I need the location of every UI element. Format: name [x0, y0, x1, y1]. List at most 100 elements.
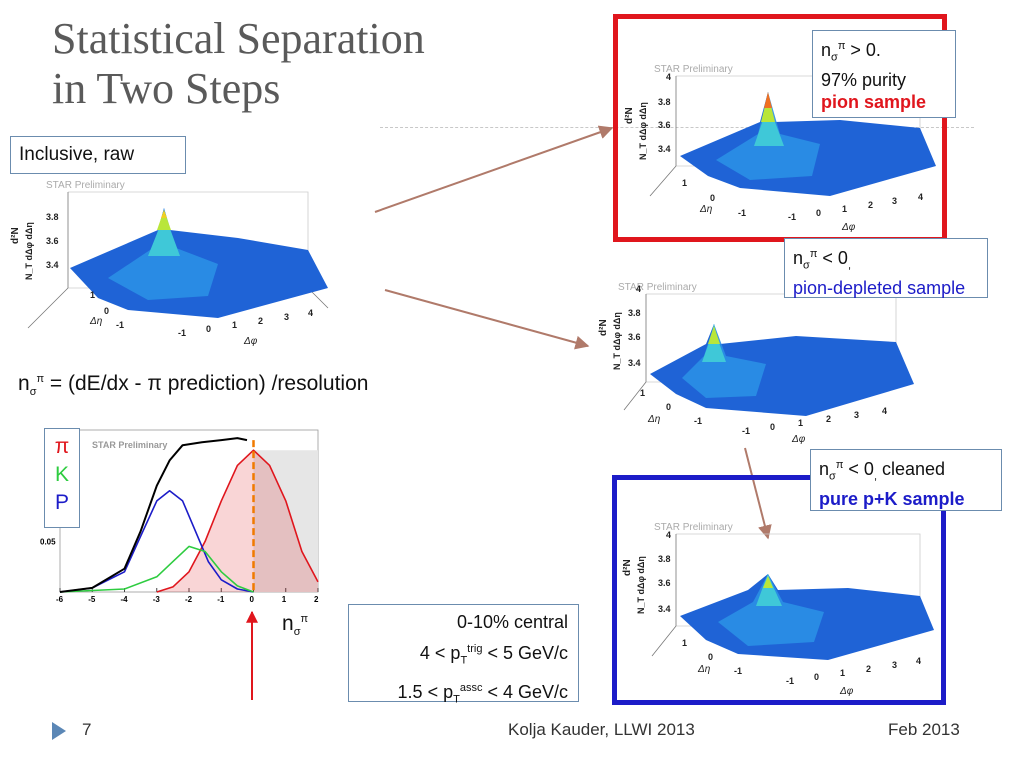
- ztick: 3.4: [658, 144, 671, 154]
- dphi-tick: 2: [826, 414, 831, 424]
- legend-proton: P: [54, 491, 69, 514]
- ztick: 4: [636, 284, 641, 294]
- deta-tick: 1: [90, 290, 95, 300]
- pion-sample-title: pion sample: [821, 91, 927, 112]
- footer-date: Feb 2013: [888, 720, 960, 739]
- deta-tick: 1: [640, 388, 645, 398]
- deta-tick: 0: [708, 652, 713, 662]
- dphi-tick: 2: [258, 316, 263, 326]
- ztick: 3.6: [658, 120, 671, 130]
- zaxis-label-denominator: N_T dΔφ dΔη: [24, 222, 34, 280]
- dphi-tick: -1: [788, 212, 796, 222]
- dphi-label: Δφ: [791, 434, 806, 445]
- dphi-tick: 3: [854, 410, 859, 420]
- dphi-tick: 1: [842, 204, 847, 214]
- dphi-tick: 0: [816, 208, 821, 218]
- deta-tick: 0: [104, 306, 109, 316]
- deta-tick: 1: [682, 638, 687, 648]
- series-line-3: [59, 437, 248, 593]
- dphi-tick: 1: [798, 418, 803, 428]
- ztick: 3.4: [46, 260, 59, 270]
- zaxis-label-denominator: N_T dΔφ dΔη: [636, 556, 646, 614]
- cleaned-sample-title: pure p+K sample: [819, 488, 965, 509]
- title-line-1: Statistical Separation: [52, 14, 425, 63]
- x-tick-label: 1: [282, 595, 287, 604]
- inclusive-label: Inclusive, raw: [19, 144, 135, 165]
- pion-sample-frame: [613, 14, 947, 242]
- deta-tick: -1: [116, 320, 124, 330]
- dphi-tick: 3: [892, 196, 897, 206]
- centrality-text: 0-10% central: [456, 612, 568, 632]
- slide-title: Statistical Separation in Two Steps: [52, 14, 425, 114]
- chart-watermark: STAR Preliminary: [92, 440, 167, 450]
- plot-watermark: STAR Preliminary: [618, 282, 697, 293]
- dphi-tick: 0: [814, 672, 819, 682]
- zaxis-label: d²N: [598, 319, 609, 336]
- title-line-2: in Two Steps: [52, 64, 281, 113]
- page-number: 7: [82, 720, 92, 739]
- deta-label: Δη: [89, 316, 103, 327]
- purity-text: 97% purity: [821, 69, 907, 90]
- footer-author: Kolja Kauder, LLWI 2013: [508, 720, 695, 739]
- dphi-tick: 4: [882, 406, 887, 416]
- cuts-info-box: 0-10% central 4 < pTtrig < 5 GeV/c 1.5 <…: [348, 604, 579, 705]
- x-tick-label: 2: [314, 595, 319, 604]
- x-tick-label: -2: [185, 595, 193, 604]
- dphi-tick: -1: [742, 426, 750, 436]
- zaxis-label-denominator: N_T dΔφ dΔη: [638, 102, 648, 160]
- arrow-to-cleaned-sample: [744, 447, 772, 540]
- nsigma-definition: nσπ = (dE/dx - π prediction) /resolution: [18, 372, 369, 399]
- dphi-tick: -1: [786, 676, 794, 686]
- x-tick-label: -5: [88, 595, 96, 604]
- pion-sample-label: nσπ > 0. 97% purity pion sample: [812, 30, 956, 118]
- dphi-tick: 2: [866, 664, 871, 674]
- dphi-label: Δφ: [243, 336, 258, 347]
- cleaned-sample-label: nσπ < 0, cleaned pure p+K sample: [810, 449, 1002, 511]
- dphi-tick: 3: [284, 312, 289, 322]
- series-line-0: [156, 449, 319, 593]
- deta-label: Δη: [699, 204, 713, 215]
- depleted-sample-title: pion-depleted sample: [793, 277, 966, 298]
- x-tick-label: -3: [153, 595, 161, 604]
- ztick: 4: [666, 72, 671, 82]
- x-tick-label: 0: [250, 595, 255, 604]
- zaxis-label: d²N: [624, 107, 635, 124]
- title-divider: [380, 127, 974, 128]
- ztick: 3.8: [658, 97, 671, 107]
- inclusive-label-box: Inclusive, raw: [10, 136, 186, 174]
- dphi-tick: 1: [840, 668, 845, 678]
- dphi-tick: 0: [770, 422, 775, 432]
- ztick: 3.6: [658, 578, 671, 588]
- depleted-surface-plot: STAR Preliminary d²N N_T dΔφ dΔη 4 3.8 3…: [598, 282, 914, 445]
- depleted-sample-label: nσπ < 0, pion-depleted sample: [784, 238, 988, 298]
- x-tick-label: -1: [217, 595, 225, 604]
- dphi-tick: -1: [178, 328, 186, 338]
- x-tick-label: -6: [56, 595, 64, 604]
- deta-tick: -1: [694, 416, 702, 426]
- arrow-to-pion-sample: [374, 125, 614, 213]
- series-line-2: [59, 545, 254, 593]
- plot-watermark: STAR Preliminary: [654, 64, 733, 75]
- ztick: 3.4: [628, 358, 641, 368]
- ztick: 4: [666, 530, 671, 540]
- dphi-tick: 0: [206, 324, 211, 334]
- dphi-tick: 4: [308, 308, 313, 318]
- species-legend: π K P: [44, 428, 80, 528]
- zaxis-label: d²N: [622, 559, 633, 576]
- ztick: 3.4: [658, 604, 671, 614]
- dphi-tick: 1: [232, 320, 237, 330]
- deta-tick: 0: [666, 402, 671, 412]
- zaxis-label: d²N: [10, 227, 21, 244]
- nsigma-axis-label: nσπ: [282, 612, 309, 639]
- dphi-label: Δφ: [841, 222, 856, 233]
- pion-surface-plot: STAR Preliminary d²N N_T dΔφ dΔη 4 3.8 3…: [624, 64, 936, 233]
- dedx-distribution-plot: STAR Preliminary -6 -5 -4 -3 -2 -1 0 1 2 0.05: [40, 429, 319, 604]
- ztick: 3.8: [46, 212, 59, 222]
- trigger-pt-text: 4 < pTtrig < 5 GeV/c: [419, 643, 568, 667]
- deta-tick: 0: [710, 193, 715, 203]
- dphi-label: Δφ: [839, 686, 854, 697]
- associated-pt-text: 1.5 < pTassc < 4 GeV/c: [397, 681, 568, 706]
- plot-watermark: STAR Preliminary: [654, 522, 733, 533]
